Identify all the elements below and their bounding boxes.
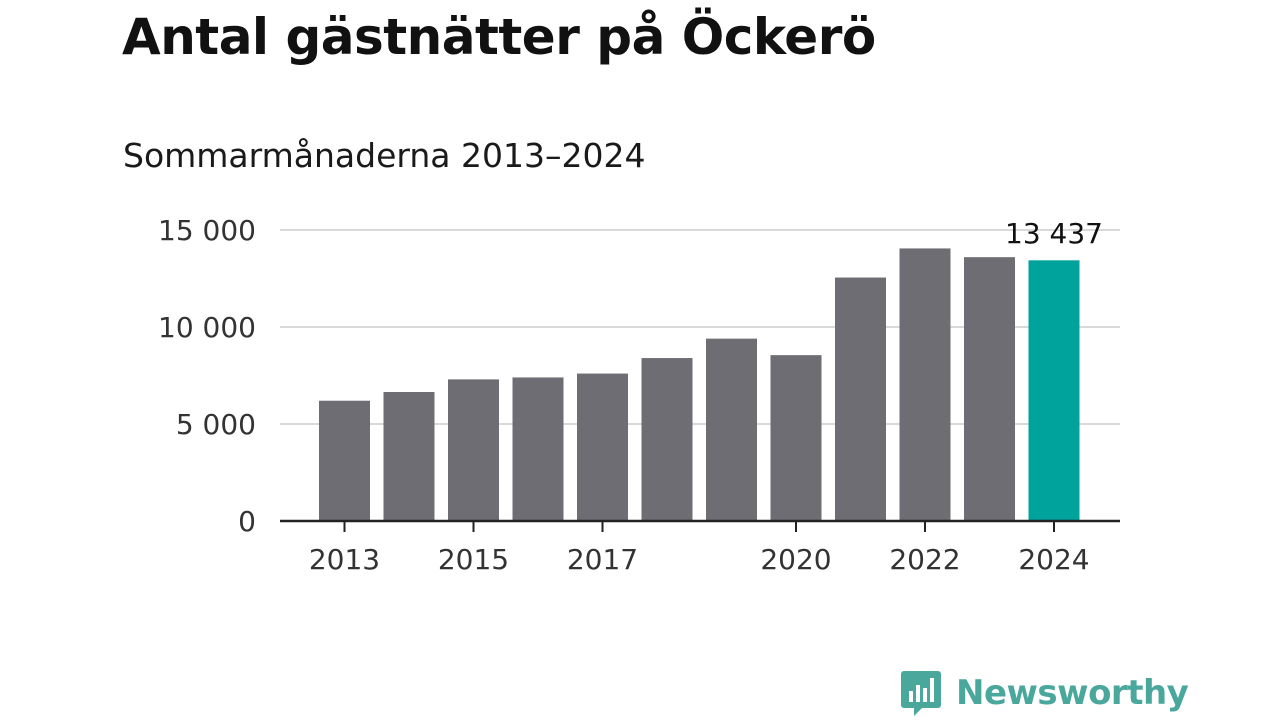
- bar: [706, 338, 757, 521]
- highlight-value-label: 13 437: [1005, 217, 1103, 250]
- bar: [319, 400, 370, 521]
- brand-name: Newsworthy: [956, 673, 1189, 713]
- bar: [383, 391, 435, 521]
- y-tick-label: 0: [238, 505, 256, 538]
- bar: [448, 379, 499, 521]
- chart-subtitle: Sommarmånaderna 2013–2024: [123, 136, 646, 175]
- newsworthy-logo: Newsworthy: [900, 668, 1189, 718]
- x-tick-label: 2013: [309, 543, 380, 576]
- x-tick-label: 2022: [889, 543, 960, 576]
- bar: [835, 277, 886, 521]
- y-tick-label: 5 000: [176, 408, 256, 441]
- bar-highlight: [1028, 260, 1080, 521]
- bar: [899, 248, 951, 521]
- x-tick-label: 2017: [567, 543, 638, 576]
- chart-title: Antal gästnätter på Öckerö: [122, 8, 876, 66]
- y-tick-label: 15 000: [158, 214, 256, 247]
- bar-chart-speech-bubble-icon: [901, 671, 941, 716]
- bar: [964, 257, 1015, 521]
- x-tick-label: 2020: [760, 543, 831, 576]
- bar: [641, 358, 693, 521]
- bar: [770, 355, 822, 521]
- x-tick-label: 2015: [438, 543, 509, 576]
- y-tick-label: 10 000: [158, 311, 256, 344]
- bar: [512, 377, 564, 521]
- bar: [577, 373, 628, 521]
- x-tick-label: 2024: [1018, 543, 1089, 576]
